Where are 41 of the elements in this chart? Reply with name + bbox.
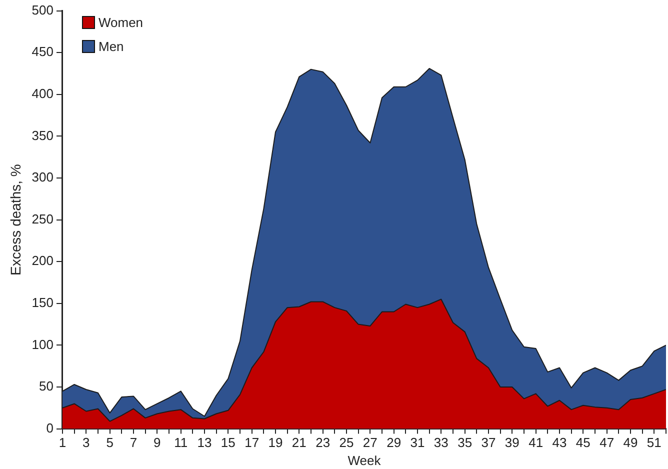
x-tick-label: 29	[386, 435, 402, 450]
legend-label: Men	[98, 38, 124, 54]
x-tick-label: 33	[434, 435, 448, 450]
x-tick-label: 35	[458, 435, 472, 450]
x-tick-label: 15	[220, 435, 236, 450]
y-tick-label: 350	[32, 128, 54, 143]
y-tick-label: 200	[32, 253, 54, 268]
x-tick-label: 41	[528, 435, 544, 450]
y-tick-label: 450	[32, 44, 54, 60]
x-tick-label: 27	[362, 435, 378, 450]
y-tick-label: 100	[32, 336, 54, 352]
x-tick-label: 11	[174, 435, 188, 450]
x-tick-label: 17	[244, 435, 260, 450]
x-tick-label: 37	[481, 435, 496, 450]
y-tick-label: 250	[32, 211, 54, 226]
x-tick-label: 3	[82, 435, 90, 450]
legend-label: Women	[98, 14, 144, 30]
y-tick-label: 150	[32, 294, 54, 310]
x-tick-label: 23	[316, 435, 330, 450]
x-tick-label: 1	[58, 435, 66, 450]
x-tick-label: 43	[552, 435, 567, 450]
x-tick-label: 9	[154, 435, 161, 450]
x-tick-label: 25	[339, 435, 354, 450]
x-axis-title: Week	[348, 452, 382, 468]
y-tick-label: 300	[32, 170, 54, 185]
x-tick-label: 13	[197, 435, 212, 450]
y-tick-label: 400	[32, 86, 54, 101]
y-tick-label: 50	[39, 378, 54, 394]
x-tick-label: 45	[576, 435, 590, 450]
y-axis-title: Excess deaths, %	[7, 164, 24, 276]
y-tick-label: 0	[46, 420, 54, 436]
x-tick-label: 19	[268, 435, 283, 450]
x-tick-label: 7	[130, 435, 138, 450]
x-tick-label: 49	[623, 435, 638, 450]
x-tick-label: 47	[600, 435, 614, 450]
x-tick-label: 5	[106, 435, 114, 450]
x-tick-label: 51	[646, 435, 662, 450]
x-tick-label: 31	[410, 435, 425, 450]
y-tick-label: 500	[32, 2, 54, 18]
x-tick-label: 39	[504, 435, 520, 450]
x-tick-label: 21	[292, 435, 306, 450]
